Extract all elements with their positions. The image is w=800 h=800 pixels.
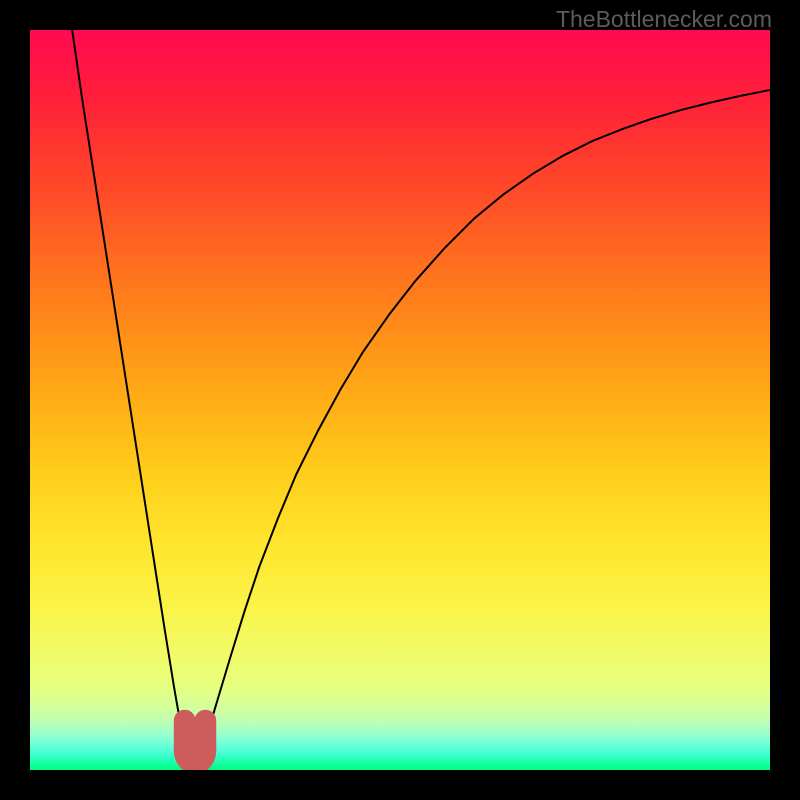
minimum-marker (174, 710, 215, 770)
watermark-text: TheBottlenecker.com (556, 6, 772, 33)
chart-stage: TheBottlenecker.com (0, 0, 800, 800)
curve-layer (30, 30, 770, 770)
bottleneck-curve (72, 30, 770, 752)
plot-area (30, 30, 770, 770)
